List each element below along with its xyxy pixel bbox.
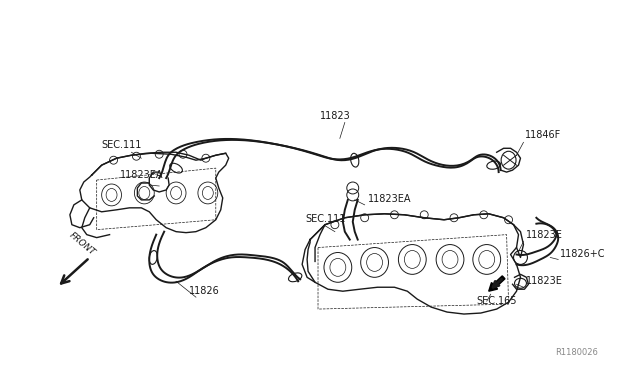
- Text: FRONT: FRONT: [67, 231, 97, 257]
- FancyArrow shape: [489, 276, 505, 291]
- Text: 11826+C: 11826+C: [560, 250, 605, 259]
- Text: SEC.111: SEC.111: [305, 214, 346, 224]
- Text: 11846F: 11846F: [524, 130, 561, 140]
- Text: 11823EA: 11823EA: [367, 194, 411, 204]
- Text: 11826: 11826: [189, 286, 220, 296]
- Text: SEC.165: SEC.165: [477, 296, 517, 306]
- Text: R1180026: R1180026: [555, 348, 598, 357]
- Text: 11823: 11823: [319, 110, 350, 121]
- Text: 11823E: 11823E: [527, 276, 563, 286]
- Text: 11823E: 11823E: [527, 230, 563, 240]
- Text: 11823EA: 11823EA: [120, 170, 163, 180]
- Text: SEC.111: SEC.111: [102, 140, 142, 150]
